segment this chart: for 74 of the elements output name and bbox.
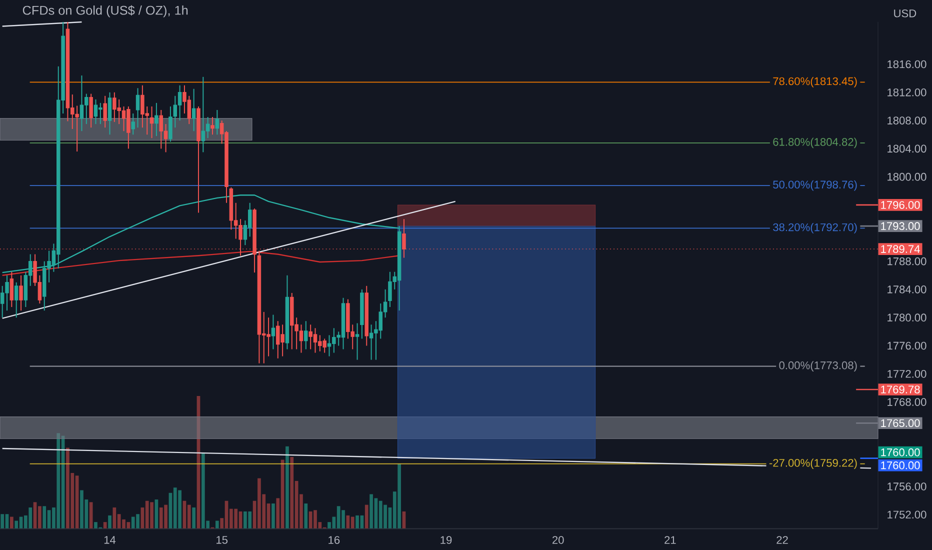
- ref-line-label: -27.00%(1759.22): [769, 458, 857, 469]
- candlestick: [89, 93, 93, 128]
- ref-line-label: 1789.74: [881, 245, 920, 253]
- line-series: [2, 250, 400, 276]
- bar: [290, 457, 294, 529]
- y-axis-title: USD: [894, 9, 916, 18]
- y-tick-label: 1784.00: [888, 286, 926, 294]
- candlestick: [150, 106, 154, 139]
- x-tick-label: 22: [776, 536, 788, 544]
- bar: [0, 514, 4, 529]
- ref-line-label: 38.20%(1792.70): [773, 223, 857, 234]
- y-tick-label: 1776.00: [888, 342, 926, 350]
- x-tick-label: 16: [328, 536, 340, 544]
- ref-line-label: 1760.00: [881, 461, 920, 470]
- candlestick: [14, 282, 18, 318]
- candlestick: [210, 116, 214, 136]
- ref-line-label: 1793.00: [881, 222, 920, 230]
- bar: [350, 516, 354, 529]
- ref-line-label: 50.00%(1798.76): [773, 180, 857, 191]
- candlestick: [131, 112, 135, 136]
- x-tick-label: 14: [104, 536, 116, 544]
- chart-title: CFDs on Gold (US$ / OZ), 1h: [22, 5, 188, 18]
- candlestick: [136, 88, 140, 128]
- bar: [14, 520, 18, 529]
- candlestick: [173, 95, 178, 128]
- bar: [192, 507, 196, 529]
- y-tick-label: 1752.00: [888, 510, 926, 519]
- y-tick-label: 1812.00: [888, 88, 926, 96]
- candlestick: [215, 109, 220, 136]
- candlestick: [154, 102, 158, 137]
- y-tick-label: 1800.00: [888, 172, 926, 181]
- bar: [286, 446, 289, 529]
- ref-line-label: 78.60%(1813.45): [773, 77, 857, 88]
- candlestick: [192, 88, 196, 132]
- ref-line-label: 1760.00: [881, 448, 920, 456]
- bar: [187, 504, 191, 529]
- candlestick: [108, 92, 112, 136]
- candlestick: [206, 116, 210, 139]
- bar: [272, 503, 275, 529]
- bar: [103, 522, 107, 529]
- ref-line-label: 1796.00: [881, 201, 920, 209]
- candlestick: [103, 95, 107, 128]
- x-tick-label: 15: [216, 536, 228, 544]
- candlestick: [248, 202, 252, 238]
- y-tick-label: 1768.00: [888, 398, 926, 406]
- candlestick: [178, 84, 182, 122]
- y-tick-label: 1772.00: [888, 370, 926, 378]
- bar: [304, 503, 308, 529]
- bar: [108, 515, 112, 529]
- bar: [215, 520, 219, 529]
- y-tick-label: 1808.00: [888, 116, 926, 124]
- y-tick-label: 1788.00: [888, 257, 926, 266]
- line-series: [2, 194, 400, 274]
- ref-line-label: 61.80%(1804.82): [773, 138, 857, 148]
- ref-line-label: 1765.00: [881, 419, 920, 428]
- bar: [42, 506, 46, 529]
- candlestick: [10, 271, 14, 308]
- candlestick: [304, 320, 308, 350]
- y-tick-label: 1804.00: [888, 144, 926, 153]
- ref-line-label: 1769.78: [881, 386, 920, 394]
- x-tick-label: 20: [552, 536, 564, 544]
- x-tick-label: 21: [664, 536, 676, 544]
- candlestick: [271, 314, 276, 350]
- bar: [364, 504, 368, 529]
- y-tick-label: 1756.00: [888, 482, 926, 490]
- candlestick: [168, 106, 172, 142]
- candlestick: [355, 322, 360, 360]
- y-tick-label: 1816.00: [888, 60, 926, 68]
- candlestick: [201, 76, 206, 153]
- candlestick: [19, 274, 23, 312]
- y-tick-label: 1780.00: [888, 314, 926, 322]
- bar: [10, 516, 14, 529]
- x-tick-label: 19: [440, 536, 452, 544]
- ref-line-label: 0.00%(1773.08): [779, 361, 857, 372]
